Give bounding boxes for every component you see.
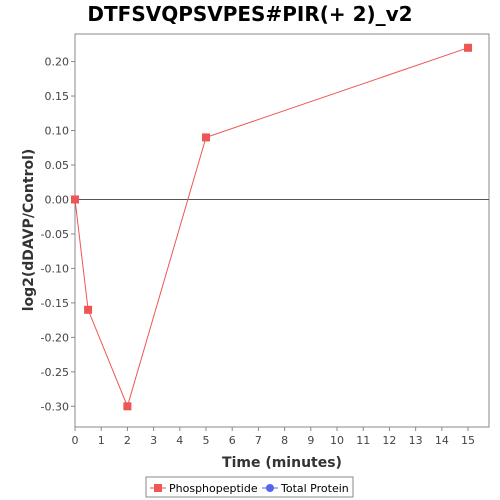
chart-title: DTFSVQPSVPES#PIR(+ 2)_v2 xyxy=(87,2,413,26)
y-tick-label: -0.10 xyxy=(41,262,69,275)
x-tick-label: 11 xyxy=(356,434,370,447)
y-tick-label: 0.15 xyxy=(45,90,70,103)
x-axis: 0 1 2 3 4 5 6 7 8 9 10 11 12 13 14 15 xyxy=(72,427,475,447)
x-tick-label: 5 xyxy=(203,434,210,447)
x-tick-label: 8 xyxy=(281,434,288,447)
x-tick-label: 15 xyxy=(461,434,475,447)
legend: Phosphopeptide Total Protein xyxy=(145,476,354,498)
y-tick-label: -0.20 xyxy=(41,331,69,344)
y-tick-label: 0.20 xyxy=(45,56,70,69)
x-tick-label: 10 xyxy=(330,434,344,447)
x-tick-label: 1 xyxy=(98,434,105,447)
y-axis-title: log2(dDAVP/Control) xyxy=(21,149,37,312)
data-point[interactable] xyxy=(84,305,93,314)
x-tick-label: 9 xyxy=(307,434,314,447)
x-tick-label: 2 xyxy=(124,434,131,447)
y-tick-label: -0.15 xyxy=(41,297,69,310)
data-point[interactable] xyxy=(123,402,132,411)
data-point[interactable] xyxy=(71,195,79,204)
legend-marker-phosphopeptide xyxy=(154,484,162,492)
y-tick-label: -0.25 xyxy=(41,366,69,379)
x-tick-label: 14 xyxy=(435,434,449,447)
x-tick-label: 4 xyxy=(176,434,183,447)
y-tick-label: 0.00 xyxy=(45,193,70,206)
y-tick-label: 0.05 xyxy=(45,159,70,172)
legend-label-phosphopeptide: Phosphopeptide xyxy=(169,482,258,495)
x-tick-label: 0 xyxy=(72,434,79,447)
x-tick-label: 3 xyxy=(150,434,157,447)
legend-box xyxy=(145,476,354,498)
x-tick-label: 13 xyxy=(409,434,423,447)
plot-area xyxy=(74,33,490,428)
x-axis-title: Time (minutes) xyxy=(222,455,342,471)
y-tick-label: -0.05 xyxy=(41,228,69,241)
y-tick-label: -0.30 xyxy=(41,400,69,413)
data-point[interactable] xyxy=(202,133,211,142)
legend-label-total-protein: Total Protein xyxy=(280,482,349,495)
legend-marker-total-protein xyxy=(266,484,274,492)
y-axis: 0.20 0.15 0.10 0.05 0.00 -0.05 -0.10 -0.15 -0.20… xyxy=(41,56,75,413)
data-point[interactable] xyxy=(464,43,473,52)
series-layer xyxy=(71,43,473,411)
x-tick-label: 6 xyxy=(229,434,236,447)
y-tick-label: 0.10 xyxy=(45,125,70,138)
x-tick-label: 12 xyxy=(382,434,396,447)
x-tick-label: 7 xyxy=(255,434,262,447)
